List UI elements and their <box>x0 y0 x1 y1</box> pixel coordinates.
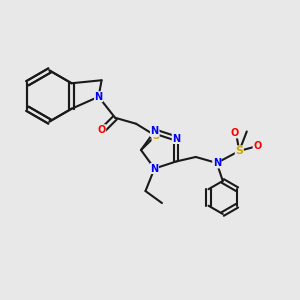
Text: O: O <box>98 125 106 135</box>
Text: N: N <box>150 164 158 173</box>
Text: N: N <box>213 158 221 168</box>
Text: S: S <box>152 131 159 141</box>
Text: O: O <box>231 128 239 138</box>
Text: N: N <box>172 134 180 143</box>
Text: O: O <box>253 142 261 152</box>
Text: N: N <box>150 127 158 136</box>
Text: N: N <box>94 92 103 102</box>
Text: S: S <box>235 146 243 156</box>
